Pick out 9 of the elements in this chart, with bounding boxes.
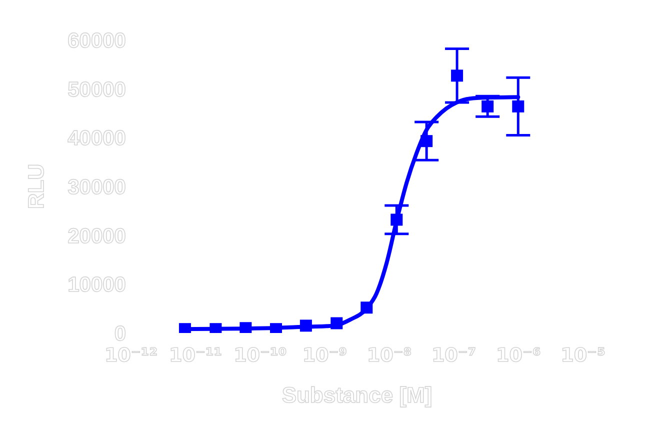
- point: [240, 322, 252, 333]
- point: [300, 320, 312, 332]
- point: [420, 135, 433, 148]
- point: [330, 317, 343, 330]
- point: [451, 70, 464, 82]
- point: [482, 100, 494, 112]
- point: [390, 214, 403, 226]
- point: [360, 302, 373, 314]
- point: [512, 100, 524, 112]
